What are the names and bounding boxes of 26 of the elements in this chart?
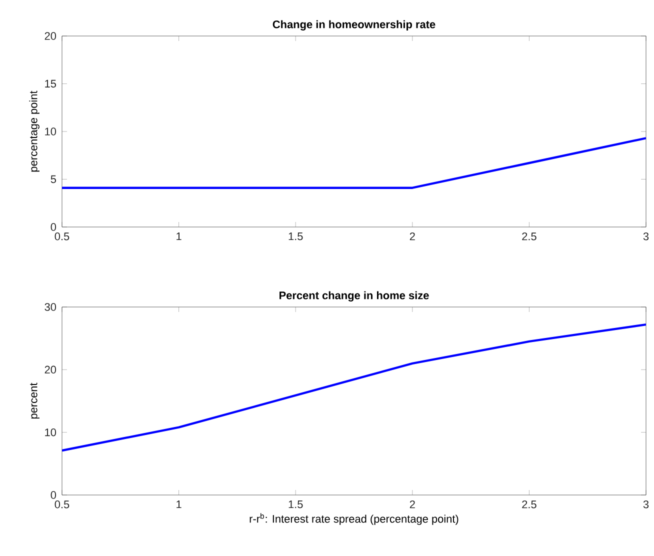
y-tick-label: 20 (44, 366, 56, 374)
x-tick-label: 3 (643, 500, 649, 508)
x-tick-label: 1.5 (288, 500, 303, 508)
x-axis-title: r-r$^{b}$: Interest rate spread (percentage point) (250, 513, 458, 525)
y-axis-title: percent (30, 382, 40, 419)
x-tick-label: 2 (410, 232, 415, 240)
chart-title: Percent change in home size (280, 291, 429, 302)
y-tick-label: 0 (50, 491, 56, 499)
x-tick-label: 1 (176, 500, 182, 508)
x-tick-label: 2.5 (522, 500, 536, 508)
x-tick-label: 2 (410, 500, 415, 508)
x-tick-label: 1.5 (288, 232, 303, 240)
x-tick-label: 0.5 (54, 500, 70, 508)
y-tick-label: 5 (50, 175, 56, 184)
y-tick-label: 15 (45, 80, 56, 88)
x-tick-label: 1 (176, 232, 182, 240)
x-tick-label: 0.5 (54, 232, 70, 240)
y-tick-label: 10 (45, 128, 56, 136)
y-axis-title: percentage point (29, 90, 40, 172)
chart-title: Change in homeownership rate (272, 20, 436, 30)
y-tick-label: 10 (45, 428, 56, 436)
y-tick-label: 0 (50, 223, 56, 231)
y-tick-label: 20 (44, 32, 56, 40)
x-tick-label: 2.5 (522, 232, 536, 240)
y-tick-label: 30 (44, 303, 56, 311)
x-tick-label: 3 (643, 232, 649, 240)
